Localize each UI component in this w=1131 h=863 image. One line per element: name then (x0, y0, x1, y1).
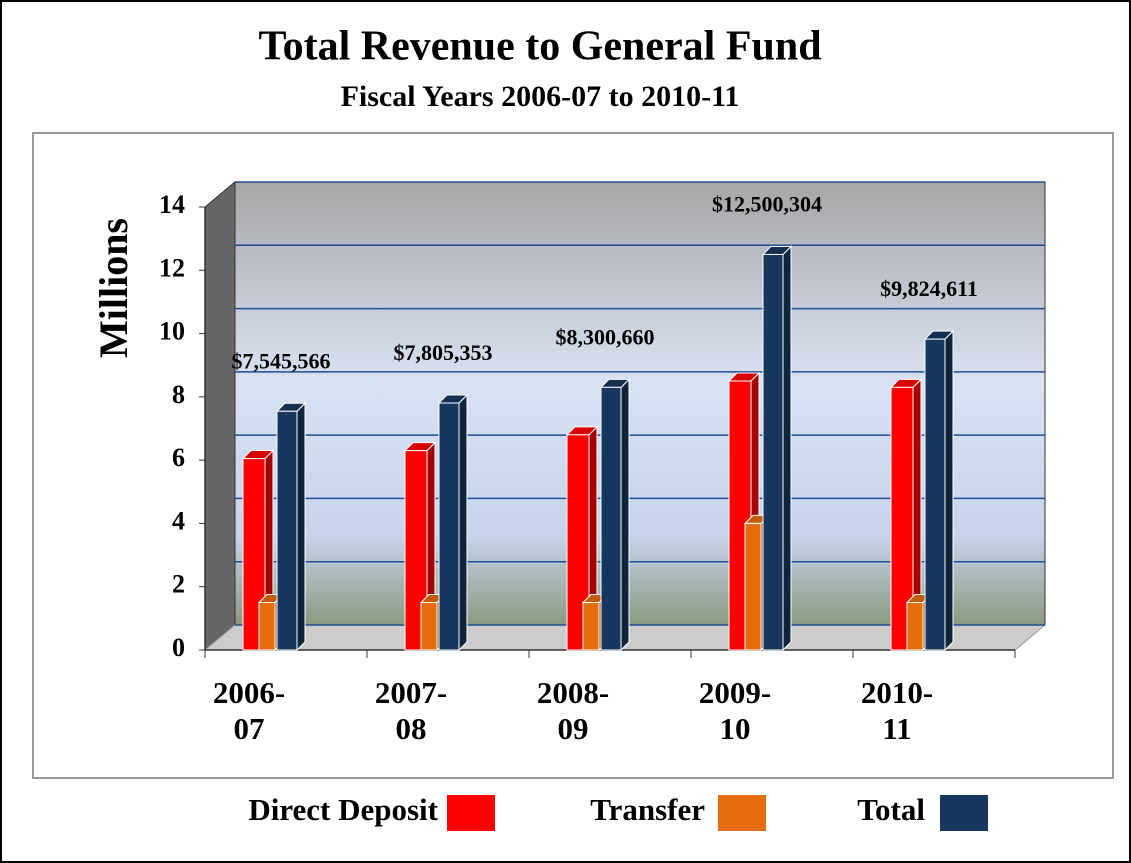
bar (744, 522, 762, 651)
bar-side (782, 245, 792, 652)
x-tick-label: 2007-08 (374, 675, 448, 746)
y-tick-label: 6 (172, 443, 185, 472)
legend-swatch (940, 795, 988, 831)
legend-label: Total (857, 792, 925, 827)
chart-title: Total Revenue to General Fund (258, 24, 821, 70)
bar (438, 402, 460, 651)
bar (600, 386, 622, 651)
legend-swatch (718, 795, 766, 831)
y-tick-label: 14 (159, 190, 185, 219)
y-tick-label: 0 (172, 633, 185, 662)
value-label: $7,805,353 (394, 340, 493, 365)
back-wall (234, 181, 1046, 626)
bar (762, 253, 784, 651)
bar (404, 450, 428, 651)
value-label: $8,300,660 (556, 324, 655, 349)
y-tick-label: 4 (172, 506, 185, 535)
chart-subtitle: Fiscal Years 2006-07 to 2010-11 (341, 80, 740, 113)
bar (906, 602, 924, 651)
y-tick-label: 8 (172, 380, 185, 409)
bar (582, 602, 600, 651)
bar-side (458, 393, 468, 652)
bar (258, 602, 276, 651)
legend-label: Direct Deposit (248, 792, 438, 827)
y-axis-label: Millions (91, 218, 136, 358)
x-tick-label: 2006-07 (212, 675, 286, 746)
bar (924, 338, 946, 651)
bar-side (620, 378, 630, 652)
bar-side (296, 402, 306, 652)
bar (420, 602, 438, 651)
bar (566, 434, 590, 651)
value-label: $9,824,611 (880, 276, 978, 301)
y-tick-label: 10 (159, 317, 185, 346)
legend-label: Transfer (590, 792, 705, 827)
bar (276, 410, 298, 651)
x-tick-label: 2008-09 (536, 675, 610, 746)
y-tick-label: 2 (172, 570, 185, 599)
legend-swatch (447, 795, 495, 831)
x-tick-label: 2009-10 (698, 675, 772, 746)
value-label: $12,500,304 (712, 192, 822, 217)
bar (890, 386, 914, 651)
bar-side (944, 329, 954, 652)
side-wall (204, 180, 236, 652)
x-tick-label: 2010-11 (860, 675, 934, 746)
value-label: $7,545,566 (232, 348, 331, 373)
y-tick-label: 12 (159, 253, 185, 282)
